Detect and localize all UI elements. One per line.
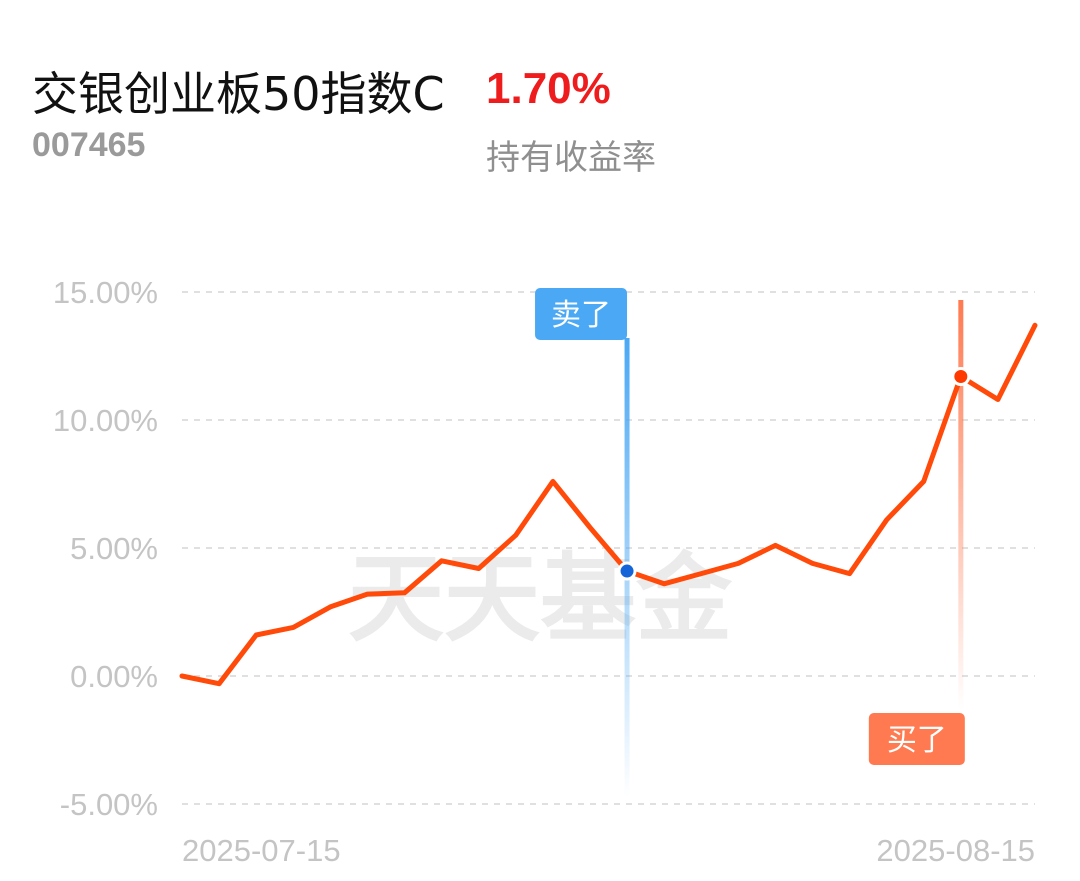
watermark-text: 天天基金 bbox=[348, 542, 733, 655]
y-tick-label: 15.00% bbox=[53, 275, 158, 310]
buy-marker-label: 买了 bbox=[887, 723, 947, 758]
y-tick-label: 0.00% bbox=[70, 659, 158, 694]
sell-point bbox=[617, 561, 637, 581]
x-axis-ticks: 2025-07-15 2025-08-15 bbox=[182, 833, 1035, 868]
series-layer bbox=[179, 322, 1038, 687]
fund-name: 交银创业板50指数C bbox=[32, 67, 445, 121]
grid-layer: 15.00% 10.00% 5.00% 0.00% -5.00% bbox=[53, 275, 1035, 822]
y-tick-label: 10.00% bbox=[53, 403, 158, 438]
x-tick-label: 2025-07-15 bbox=[182, 833, 341, 868]
sell-marker-label: 卖了 bbox=[551, 298, 611, 333]
x-tick-label: 2025-08-15 bbox=[876, 833, 1035, 868]
holding-return-value: 1.70% bbox=[486, 64, 611, 113]
fund-code: 007465 bbox=[32, 126, 146, 164]
holding-return-label: 持有收益率 bbox=[486, 138, 656, 178]
sell-marker-badge bbox=[535, 288, 628, 340]
buy-point bbox=[951, 366, 971, 386]
buy-marker-badge bbox=[868, 713, 965, 765]
y-tick-label: 5.00% bbox=[70, 531, 158, 566]
buy-marker-line bbox=[958, 300, 964, 710]
series-line bbox=[179, 322, 1038, 687]
y-tick-label: -5.00% bbox=[60, 787, 158, 822]
